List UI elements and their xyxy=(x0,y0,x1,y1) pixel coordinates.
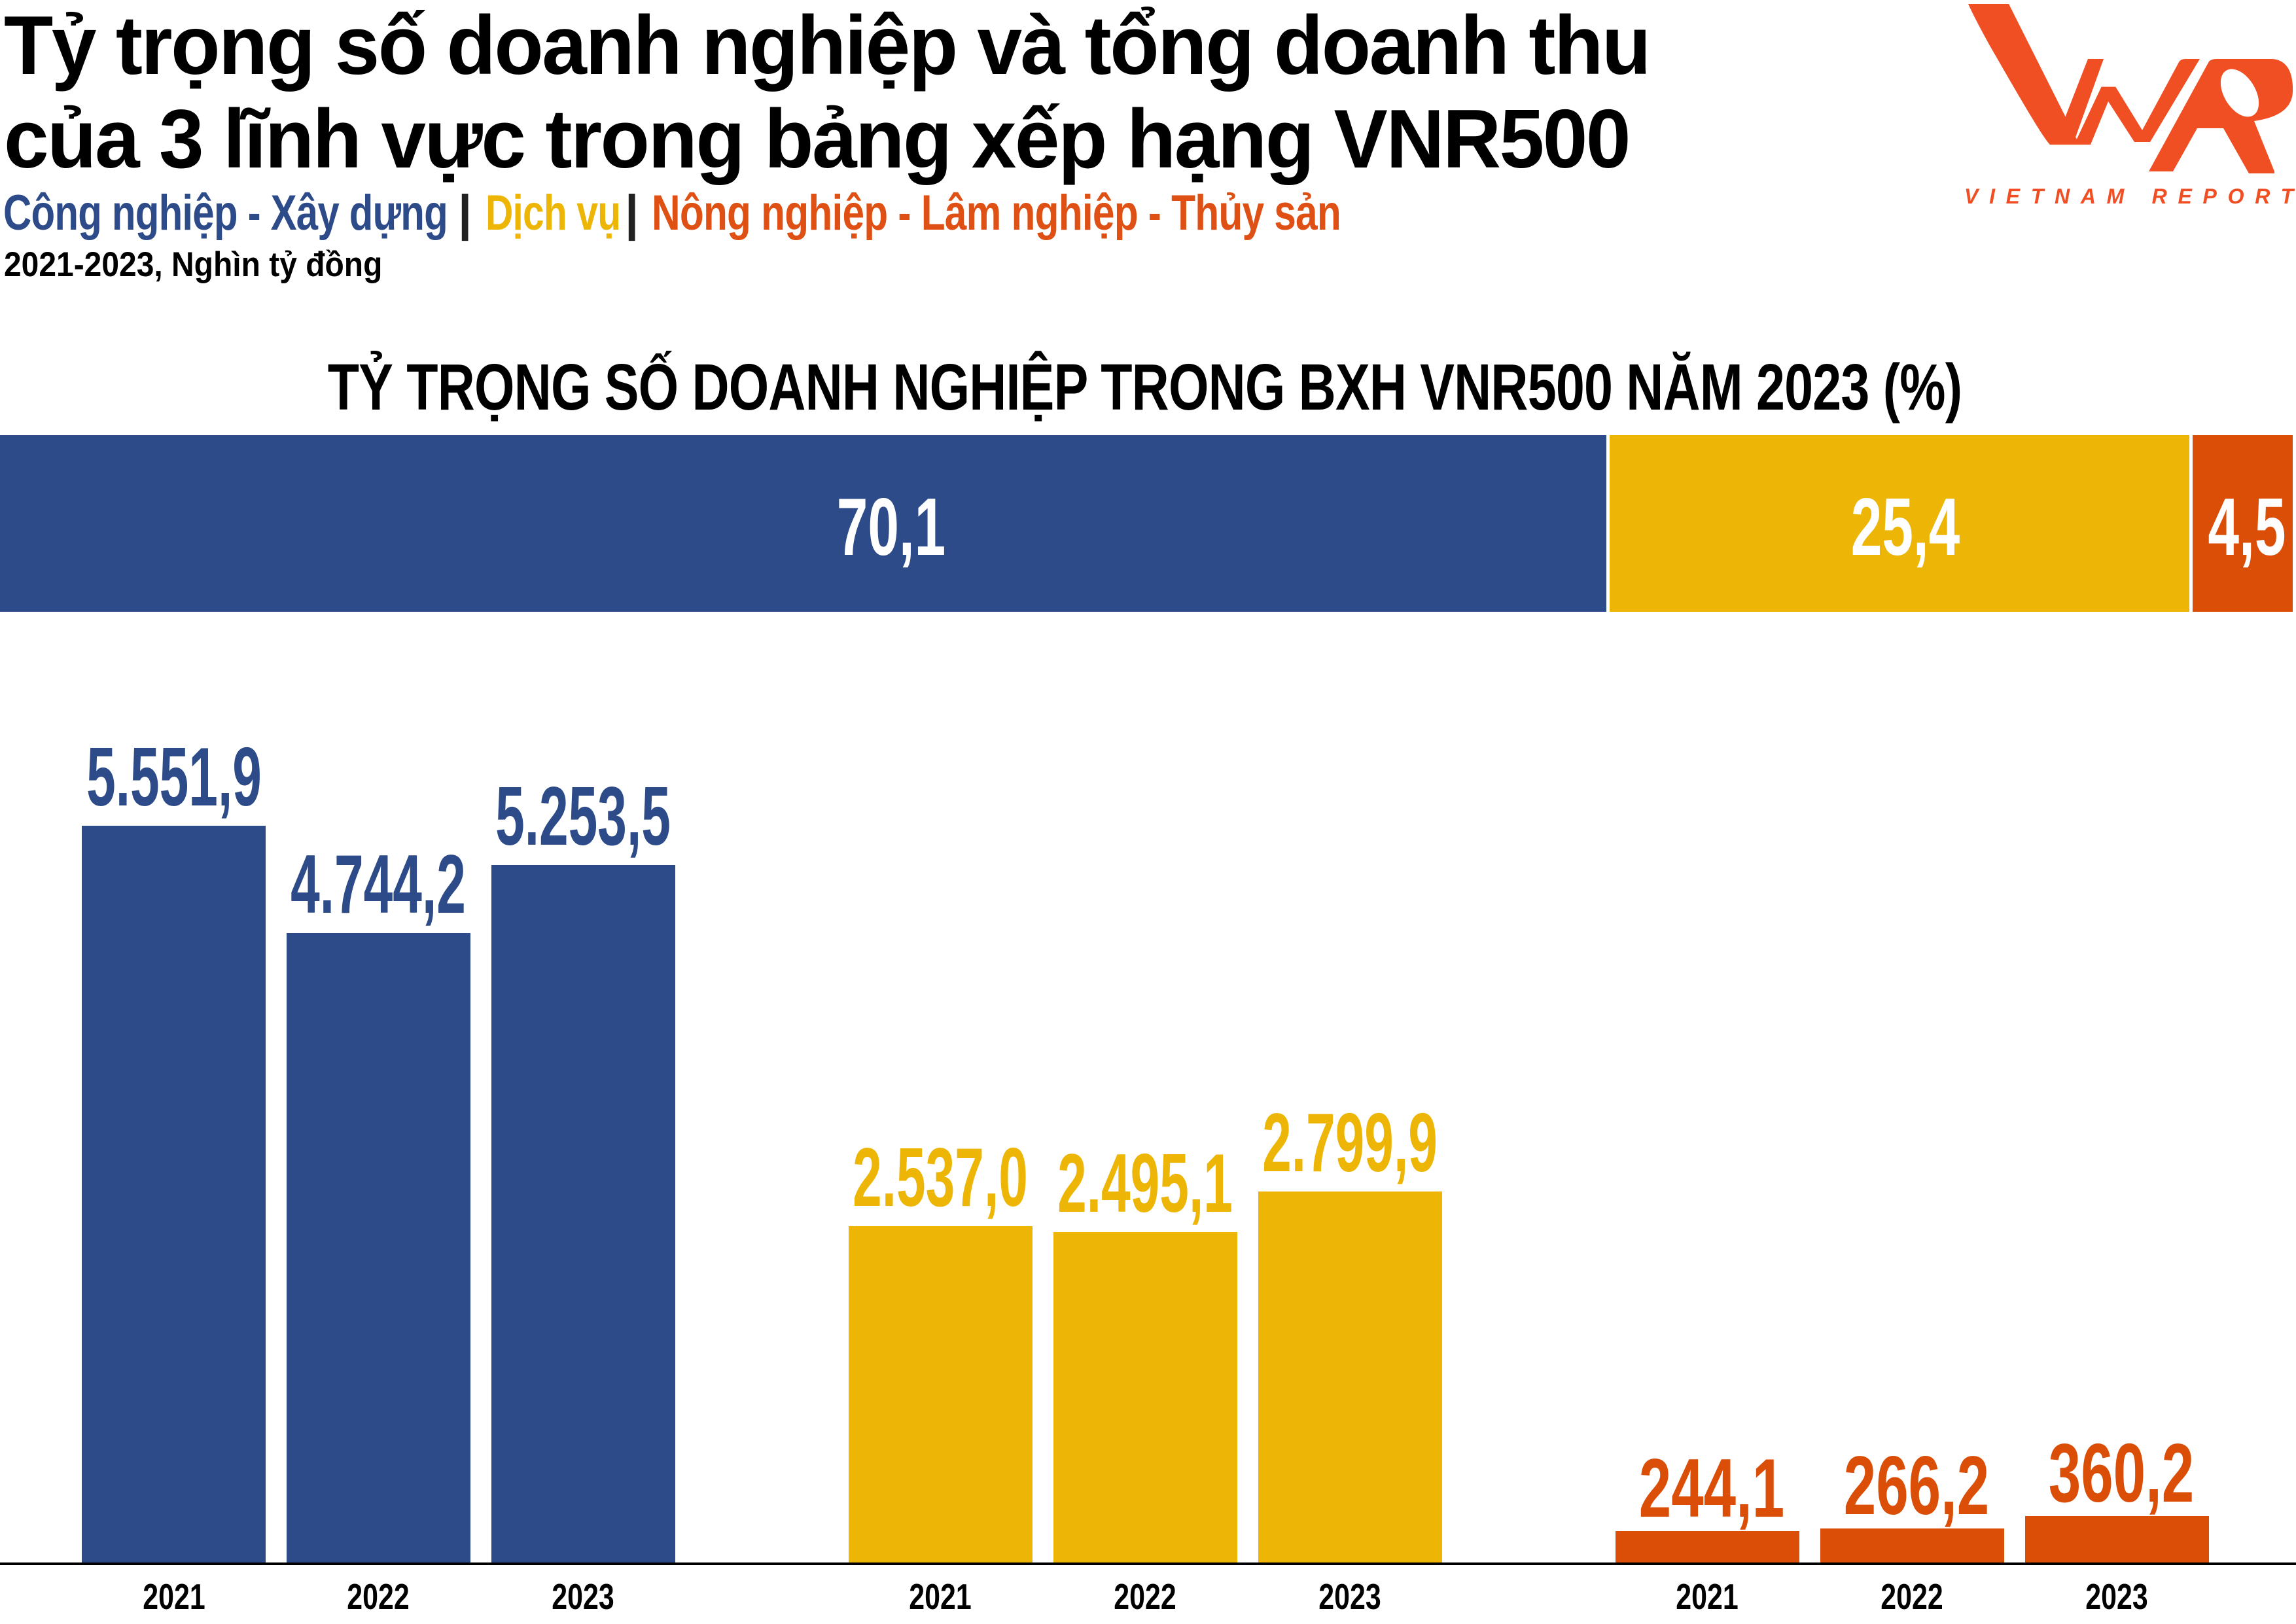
svg-text:VIETNAM REPORT: VIETNAM REPORT xyxy=(1964,185,2295,208)
